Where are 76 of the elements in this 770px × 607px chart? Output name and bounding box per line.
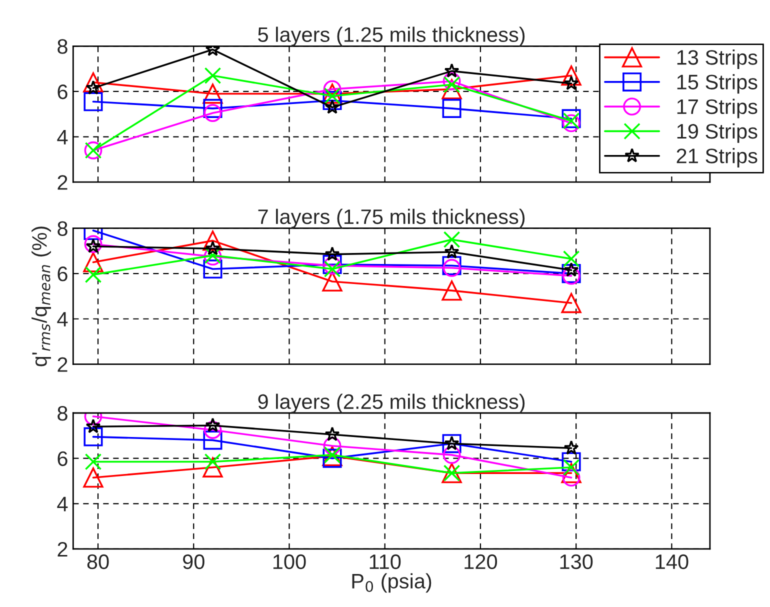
point (444, 63, 460, 78)
point (442, 79, 462, 100)
y-axis-title: q'$_{rms}$/q$_{mean}$ (%) (32, 226, 51, 366)
y-tick-label: 8 (58, 406, 68, 421)
point (202, 230, 223, 251)
point (83, 468, 104, 488)
point (561, 292, 582, 314)
y-tick-label: 6 (58, 266, 68, 282)
point (203, 260, 222, 279)
point (324, 426, 340, 442)
point (202, 84, 223, 104)
point (204, 421, 222, 439)
y-tick-label: 4 (57, 496, 68, 512)
y-tick-label: 4 (57, 130, 68, 144)
y-tick-label: 8 (58, 221, 68, 236)
x-tick-label: 100 (273, 554, 306, 570)
legend-label: 17 Strips (677, 98, 758, 118)
y-tick-label: 4 (57, 312, 68, 326)
point (86, 238, 101, 253)
y-tick-label: 6 (58, 84, 68, 100)
point (562, 112, 580, 130)
y-tick-label: 8 (58, 39, 68, 54)
point (442, 446, 461, 464)
point (442, 434, 462, 454)
point (84, 235, 102, 254)
chart-title: 5 layers (1.25 mils thickness) (258, 26, 525, 46)
x-axis-title: P$_{0}$ (psia) (352, 573, 432, 593)
point (324, 246, 340, 261)
y-tick-label: 2 (58, 175, 68, 190)
x-tick-label: 130 (560, 554, 593, 570)
point (83, 252, 104, 272)
point (205, 418, 220, 432)
point (86, 418, 101, 434)
point (562, 452, 581, 472)
point (203, 98, 222, 118)
chart-title: 7 layers (1.75 mils thickness) (258, 208, 525, 228)
point (564, 76, 579, 90)
point (562, 109, 581, 128)
point (561, 66, 582, 86)
point (83, 72, 104, 92)
point (204, 67, 222, 84)
x-tick-label: 120 (464, 554, 498, 570)
point (564, 440, 579, 455)
point (323, 80, 342, 98)
point (322, 91, 342, 110)
point (202, 457, 223, 478)
legend-label: 21 Strips (676, 148, 758, 168)
point (443, 231, 460, 248)
legend-label: 19 Strips (677, 123, 758, 143)
point (561, 462, 582, 484)
point (324, 260, 341, 278)
point (84, 453, 102, 470)
point (84, 266, 102, 284)
y-tick-label: 2 (58, 357, 68, 372)
y-tick-label: 2 (58, 542, 68, 557)
point (84, 92, 103, 112)
legend-label: 15 Strips (677, 74, 758, 94)
x-tick-label: 90 (183, 554, 204, 570)
point (442, 98, 462, 118)
point (203, 430, 222, 450)
point (442, 72, 461, 90)
x-tick-label: 110 (370, 554, 401, 570)
x-tick-label: 140 (656, 554, 688, 570)
point (204, 104, 222, 122)
point (322, 271, 342, 292)
point (84, 427, 103, 446)
point (562, 114, 580, 132)
point (562, 250, 580, 268)
x-tick-label: 80 (87, 554, 109, 570)
point (442, 280, 462, 301)
chart-title: 9 layers (2.25 mils thickness) (258, 394, 525, 414)
y-tick-label: 6 (58, 451, 68, 466)
legend-label: 13 Strips (677, 50, 758, 69)
point (323, 436, 342, 455)
point (562, 468, 580, 487)
point (444, 244, 460, 259)
